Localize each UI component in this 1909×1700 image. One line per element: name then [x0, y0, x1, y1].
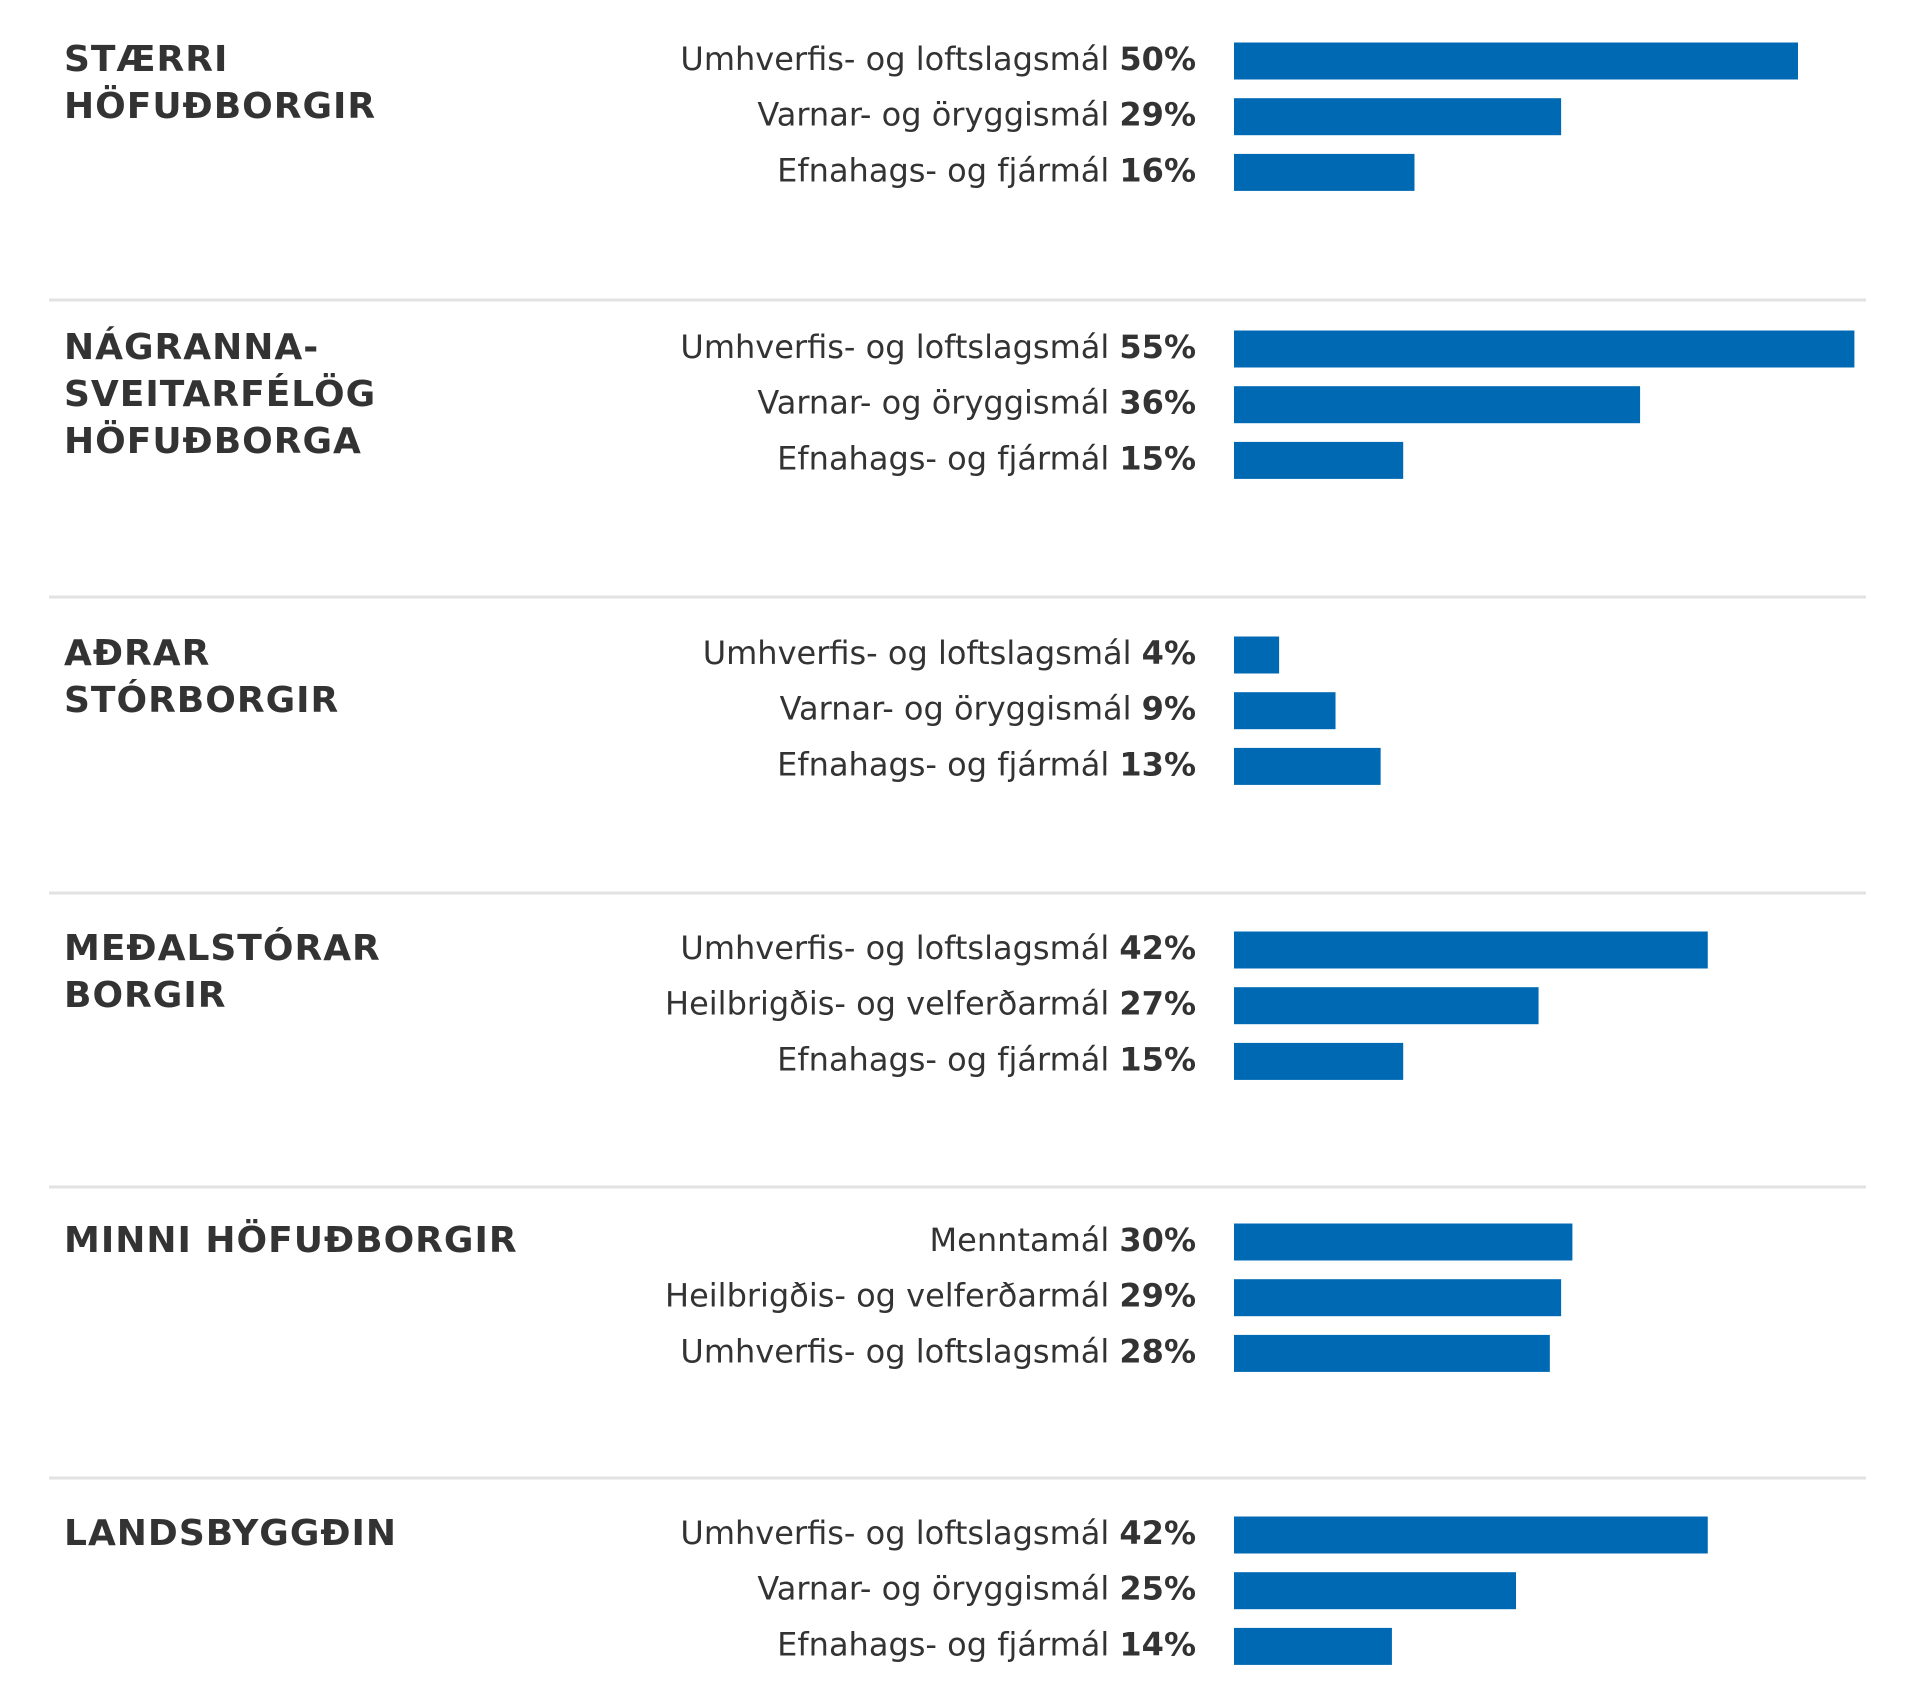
bar-label: Umhverfis- og loftslagsmál 42%	[680, 1514, 1196, 1552]
bar-label: Umhverfis- og loftslagsmál 42%	[680, 929, 1196, 967]
value-label: 25%	[1119, 1570, 1196, 1608]
value-label: 13%	[1119, 745, 1196, 783]
category-label: Efnahags- og fjármál	[777, 745, 1109, 783]
bar	[1234, 747, 1381, 785]
category-label: Umhverfis- og loftslagsmál	[680, 929, 1109, 967]
group-title: NÁGRANNA-	[64, 326, 319, 368]
bar	[1234, 42, 1798, 80]
group-title: HÖFUÐBORGIR	[64, 85, 376, 127]
value-label: 15%	[1119, 1040, 1196, 1078]
group-title: STÆRRI	[64, 39, 228, 80]
category-label: Efnahags- og fjármál	[777, 1040, 1109, 1078]
bar-label: Menntamál 30%	[930, 1221, 1196, 1259]
bar	[1234, 987, 1539, 1025]
bar-label: Efnahags- og fjármál 16%	[777, 151, 1196, 189]
group-title: MINNI HÖFUÐBORGIR	[64, 1219, 518, 1261]
category-label: Umhverfis- og loftslagsmál	[680, 1514, 1109, 1552]
group-title: STÓRBORGIR	[64, 679, 339, 721]
bar-label: Varnar- og öryggismál 25%	[757, 1570, 1196, 1608]
bar-label: Efnahags- og fjármál 15%	[777, 439, 1196, 477]
value-label: 36%	[1119, 384, 1196, 422]
bar-label: Heilbrigðis- og velferðarmál 29%	[665, 1277, 1196, 1315]
bar	[1234, 153, 1415, 191]
value-label: 50%	[1119, 40, 1196, 78]
category-label: Varnar- og öryggismál	[757, 384, 1109, 422]
value-label: 42%	[1119, 1514, 1196, 1552]
bar	[1234, 441, 1404, 479]
group-title: BORGIR	[64, 975, 226, 1016]
category-label: Efnahags- og fjármál	[777, 1625, 1109, 1663]
bar-label: Varnar- og öryggismál 9%	[780, 690, 1196, 728]
bar-label: Heilbrigðis- og velferðarmál 27%	[665, 985, 1196, 1023]
bar	[1234, 692, 1336, 730]
value-label: 29%	[1119, 1277, 1196, 1315]
category-label: Efnahags- og fjármál	[777, 439, 1109, 477]
bar	[1234, 1223, 1573, 1261]
bar	[1234, 636, 1280, 674]
value-label: 4%	[1142, 634, 1196, 672]
value-label: 42%	[1119, 929, 1196, 967]
category-label: Umhverfis- og loftslagsmál	[680, 328, 1109, 366]
value-label: 27%	[1119, 985, 1196, 1023]
bar-label: Efnahags- og fjármál 15%	[777, 1040, 1196, 1078]
value-label: 16%	[1119, 151, 1196, 189]
category-label: Umhverfis- og loftslagsmál	[703, 634, 1132, 672]
category-label: Efnahags- og fjármál	[777, 151, 1109, 189]
bar	[1234, 330, 1855, 368]
bar	[1234, 1516, 1708, 1554]
bar	[1234, 386, 1641, 424]
value-label: 14%	[1119, 1625, 1196, 1663]
bar-label: Umhverfis- og loftslagsmál 4%	[703, 634, 1196, 672]
category-label: Heilbrigðis- og velferðarmál	[665, 985, 1109, 1023]
bar-label: Varnar- og öryggismál 36%	[757, 384, 1196, 422]
value-label: 9%	[1142, 690, 1196, 728]
category-label: Menntamál	[930, 1221, 1110, 1259]
bar-label: Umhverfis- og loftslagsmál 28%	[680, 1332, 1196, 1370]
category-label: Varnar- og öryggismál	[757, 96, 1109, 134]
category-label: Umhverfis- og loftslagsmál	[680, 1332, 1109, 1370]
group-title: MEÐALSTÓRAR	[64, 927, 381, 969]
bar	[1234, 98, 1562, 136]
bar	[1234, 1279, 1562, 1317]
value-label: 30%	[1119, 1221, 1196, 1259]
bar-label: Umhverfis- og loftslagsmál 50%	[680, 40, 1196, 78]
bar	[1234, 1627, 1392, 1665]
category-label: Varnar- og öryggismál	[757, 1570, 1109, 1608]
group-title: AÐRAR	[64, 633, 210, 674]
bar-label: Efnahags- og fjármál 13%	[777, 745, 1196, 783]
bar-label: Varnar- og öryggismál 29%	[757, 96, 1196, 134]
bar-label: Efnahags- og fjármál 14%	[777, 1625, 1196, 1663]
group-title: HÖFUÐBORGA	[64, 420, 362, 462]
group-title: SVEITARFÉLÖG	[64, 373, 376, 415]
category-label: Heilbrigðis- og velferðarmál	[665, 1277, 1109, 1315]
value-label: 28%	[1119, 1332, 1196, 1370]
bar	[1234, 931, 1708, 969]
bar	[1234, 1042, 1404, 1080]
value-label: 29%	[1119, 96, 1196, 134]
bar-label: Umhverfis- og loftslagsmál 55%	[680, 328, 1196, 366]
group-title: LANDSBYGGÐIN	[64, 1513, 397, 1554]
value-label: 55%	[1119, 328, 1196, 366]
bar	[1234, 1572, 1516, 1610]
category-label: Umhverfis- og loftslagsmál	[680, 40, 1109, 78]
bar	[1234, 1334, 1550, 1372]
value-label: 15%	[1119, 439, 1196, 477]
category-label: Varnar- og öryggismál	[780, 690, 1132, 728]
